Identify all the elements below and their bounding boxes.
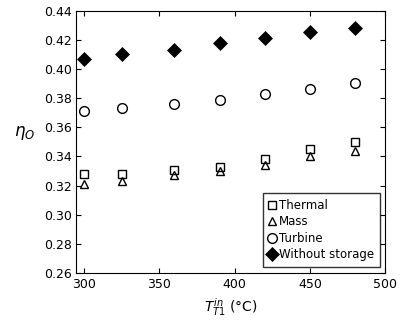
Thermal — [81, 172, 86, 176]
Line: Mass: Mass — [80, 146, 359, 188]
Legend: Thermal, Mass, Turbine, Without storage: Thermal, Mass, Turbine, Without storage — [263, 193, 380, 267]
Thermal — [217, 165, 222, 168]
Mass — [172, 173, 177, 177]
Turbine — [307, 87, 312, 91]
Turbine — [172, 102, 177, 106]
Thermal — [119, 172, 124, 176]
Mass — [217, 169, 222, 173]
Turbine — [119, 106, 124, 110]
Without storage — [172, 48, 177, 52]
X-axis label: $T_{T1}^{in}$ (°C): $T_{T1}^{in}$ (°C) — [204, 296, 258, 318]
Thermal — [262, 157, 267, 161]
Mass — [307, 155, 312, 158]
Line: Without storage: Without storage — [79, 23, 360, 64]
Without storage — [119, 52, 124, 56]
Without storage — [262, 36, 267, 40]
Without storage — [353, 26, 358, 30]
Thermal — [172, 168, 177, 171]
Turbine — [81, 109, 86, 113]
Thermal — [307, 147, 312, 151]
Thermal — [353, 140, 358, 144]
Turbine — [353, 82, 358, 86]
Mass — [119, 179, 124, 183]
Mass — [262, 163, 267, 167]
Without storage — [81, 57, 86, 61]
Mass — [81, 182, 86, 186]
Line: Thermal: Thermal — [80, 138, 359, 178]
Turbine — [262, 92, 267, 96]
Turbine — [217, 98, 222, 101]
Y-axis label: $\eta_O$: $\eta_O$ — [14, 124, 35, 142]
Without storage — [307, 30, 312, 34]
Line: Turbine: Turbine — [79, 79, 360, 116]
Mass — [353, 149, 358, 153]
Without storage — [217, 41, 222, 45]
